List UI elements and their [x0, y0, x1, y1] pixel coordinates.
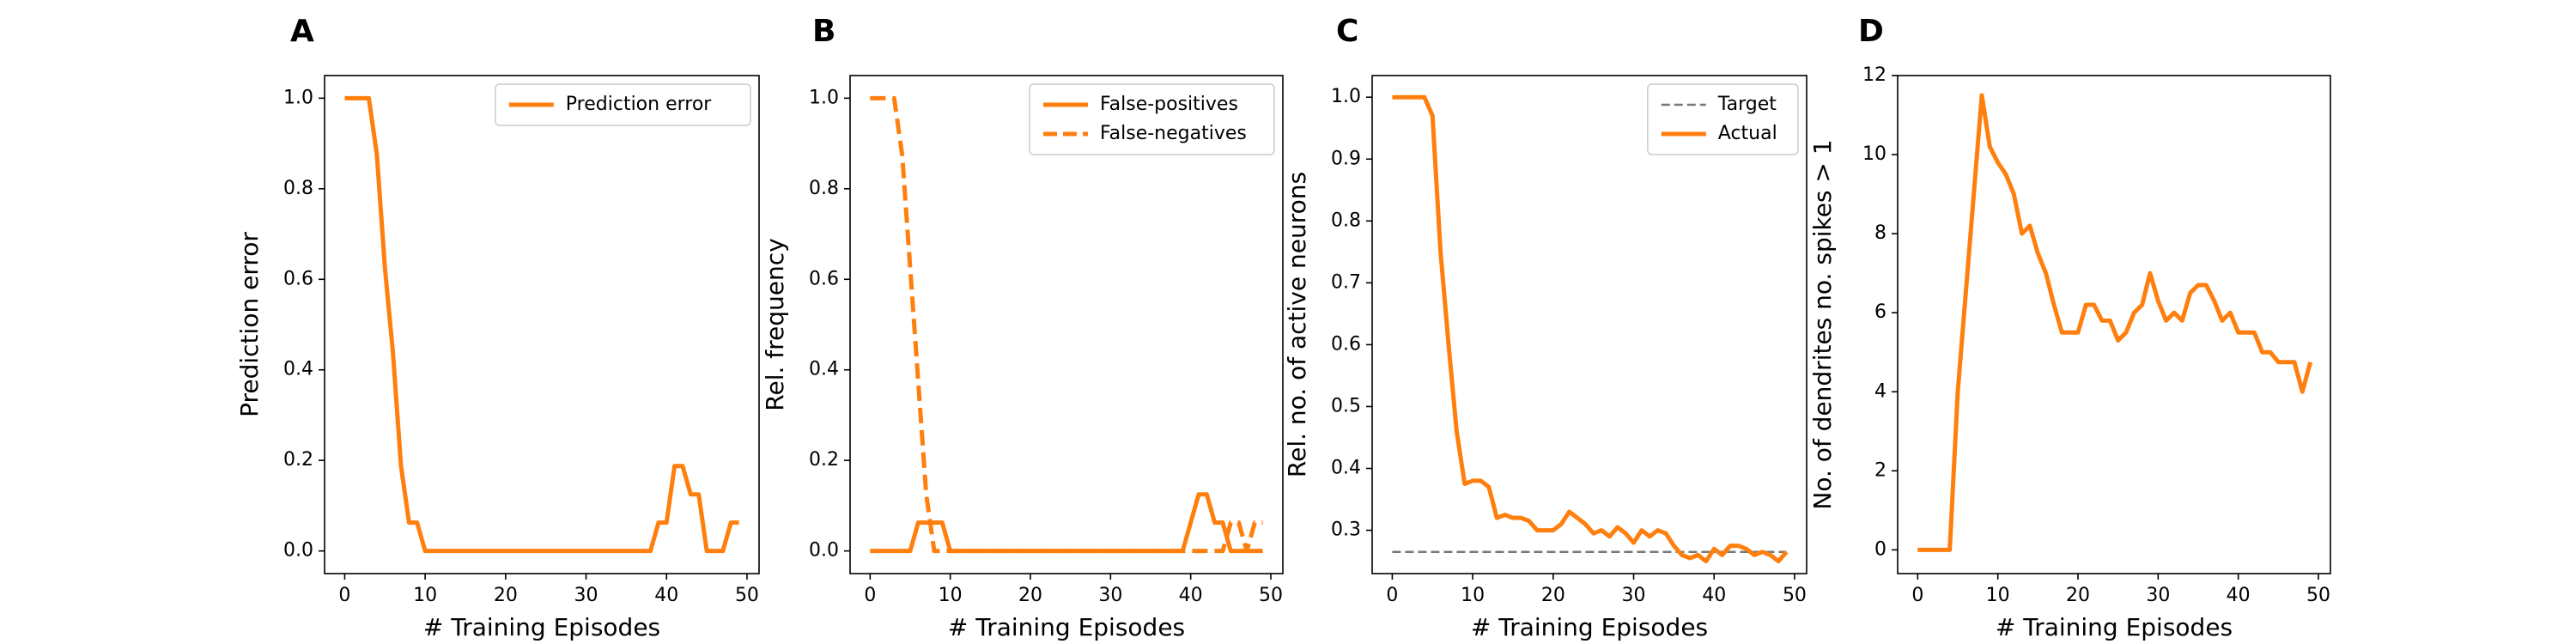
- panel-d-x-tick-label: 0: [1911, 585, 1923, 606]
- panel-b-x-axis-label: # Training Episodes: [948, 613, 1185, 641]
- panel-d-x-tick-label: 40: [2227, 585, 2251, 606]
- panel-a-x-tick-label: 40: [654, 585, 678, 606]
- panel-d-y-tick-label: 10: [1862, 143, 1886, 165]
- panel-d-y-tick-label: 0: [1874, 538, 1886, 560]
- panel-b-y-tick-label: 0.4: [809, 359, 839, 380]
- panel-c-x-axis-label: # Training Episodes: [1471, 613, 1708, 641]
- panel-d-y-tick-label: 8: [1874, 222, 1886, 244]
- panel-b-y-tick-label: 0.2: [809, 449, 839, 471]
- panel-a-x-tick-label: 30: [574, 585, 598, 606]
- panel-d-x-tick-label: 10: [1986, 585, 2010, 606]
- panel-b-legend-label: False-negatives: [1100, 123, 1247, 144]
- panel-a: A 0 10 20 30 40 50 0.0 0.2 0.4 0.6 0.8 1.0 # Training…: [235, 14, 760, 641]
- panel-b-x-tick-label: 20: [1018, 585, 1042, 606]
- panel-a-y-tick-label: 0.6: [283, 268, 313, 289]
- panel-d-y-tick-label: 4: [1874, 380, 1886, 402]
- panel-c: C 0 10 20 30 40 50 0.3 0.4 0.5 0.6 0.7 0.8 0.9 1.0 # Tr…: [1283, 14, 1807, 641]
- panel-c-letter: C: [1336, 14, 1358, 49]
- panel-d-y-tick-label: 2: [1874, 459, 1886, 481]
- panel-a-x-tick-label: 10: [413, 585, 437, 606]
- panel-a-legend: Prediction error: [495, 83, 751, 126]
- panel-c-series-line-1: [1392, 94, 1789, 564]
- panel-b-legend-label: False-positives: [1100, 94, 1238, 115]
- panel-a-y-tick-label: 0.8: [283, 178, 313, 199]
- panel-c-y-tick-label: 0.7: [1331, 271, 1361, 293]
- panel-c-x-tick-label: 10: [1461, 585, 1485, 606]
- panel-c-x-tick-label: 40: [1702, 585, 1726, 606]
- panel-d-letter: D: [1858, 14, 1884, 49]
- panel-c-legend-box: [1647, 83, 1799, 155]
- panel-c-x-tick-label: 50: [1783, 585, 1807, 606]
- panel-b-y-tick-label: 0.6: [809, 268, 839, 289]
- panel-d-y-axis-label: No. of dendrites no. spikes > 1: [1808, 139, 1837, 509]
- panel-b-axes-frame: [849, 75, 1284, 574]
- panel-a-y-tick-label: 1.0: [283, 87, 313, 108]
- panel-a-axes-frame: [324, 75, 760, 574]
- panel-d-x-tick-label: 20: [2066, 585, 2090, 606]
- panel-b-y-tick-label: 0.0: [809, 540, 839, 562]
- panel-a-series-line-0: [344, 95, 739, 554]
- panel-b: B 0 10 20 30 40 50 0.0 0.2 0.4 0.6 0.8 1.0 # Training…: [761, 14, 1284, 641]
- panel-d-y-tick-label: 12: [1862, 64, 1886, 86]
- panel-b-x-tick-label: 0: [864, 585, 876, 606]
- panel-c-x-tick-label: 30: [1622, 585, 1646, 606]
- panel-d-x-axis-label: # Training Episodes: [1996, 613, 2233, 641]
- panel-b-y-tick-label: 1.0: [809, 87, 839, 108]
- panel-b-y-axis-label: Rel. frequency: [761, 238, 789, 410]
- panel-c-legend: Target Actual: [1647, 83, 1799, 155]
- panel-a-letter: A: [290, 14, 314, 49]
- panel-a-x-tick-label: 50: [735, 585, 759, 606]
- panel-a-legend-label: Prediction error: [566, 94, 712, 115]
- panel-a-y-axis-label: Prediction error: [235, 232, 264, 417]
- panel-c-legend-label: Target: [1717, 94, 1777, 115]
- panel-c-y-tick-label: 0.5: [1331, 395, 1361, 416]
- panel-d-y-tick-label: 6: [1874, 301, 1886, 323]
- panel-b-y-tick-label: 0.8: [809, 178, 839, 199]
- panel-c-x-tick-label: 20: [1541, 585, 1565, 606]
- panel-d: D 0 10 20 30 40 50 0 2 4 6 8 10 12 # Training Episodes…: [1808, 14, 2331, 641]
- panel-c-x-tick-label: 0: [1386, 585, 1398, 606]
- panel-c-y-axis-label: Rel. no. of active neurons: [1283, 172, 1311, 477]
- panel-a-y-tick-label: 0.0: [283, 540, 313, 562]
- panel-a-y-tick-label: 0.4: [283, 359, 313, 380]
- panel-c-y-tick-label: 0.4: [1331, 458, 1361, 479]
- panel-a-x-axis-label: # Training Episodes: [423, 613, 660, 641]
- panel-b-series-line-1: [870, 95, 1263, 554]
- panel-a-x-tick-label: 20: [494, 585, 518, 606]
- panel-b-legend-box: [1029, 83, 1275, 155]
- panel-a-x-tick-label: 0: [338, 585, 350, 606]
- panel-c-y-tick-label: 0.8: [1331, 210, 1361, 231]
- panel-b-x-tick-label: 50: [1259, 585, 1283, 606]
- panel-c-y-tick-label: 0.9: [1331, 148, 1361, 169]
- panel-c-y-tick-label: 0.6: [1331, 333, 1361, 355]
- panel-b-legend: False-positives False-negatives: [1029, 83, 1275, 155]
- panel-c-y-tick-label: 0.3: [1331, 519, 1361, 541]
- panel-d-x-tick-label: 30: [2146, 585, 2170, 606]
- panel-c-y-tick-label: 1.0: [1331, 86, 1361, 107]
- panel-d-x-tick-label: 50: [2306, 585, 2330, 606]
- panel-c-legend-label: Actual: [1718, 123, 1777, 144]
- panel-d-series-line-0: [1917, 93, 2313, 552]
- panel-a-y-tick-label: 0.2: [283, 449, 313, 471]
- panel-b-x-tick-label: 10: [939, 585, 963, 606]
- panel-d-axes-frame: [1897, 75, 2331, 574]
- panel-b-x-tick-label: 30: [1098, 585, 1122, 606]
- panel-b-x-tick-label: 40: [1179, 585, 1203, 606]
- panel-c-axes-frame: [1371, 75, 1807, 574]
- panel-a-legend-box: [495, 83, 751, 126]
- panel-b-letter: B: [812, 14, 835, 49]
